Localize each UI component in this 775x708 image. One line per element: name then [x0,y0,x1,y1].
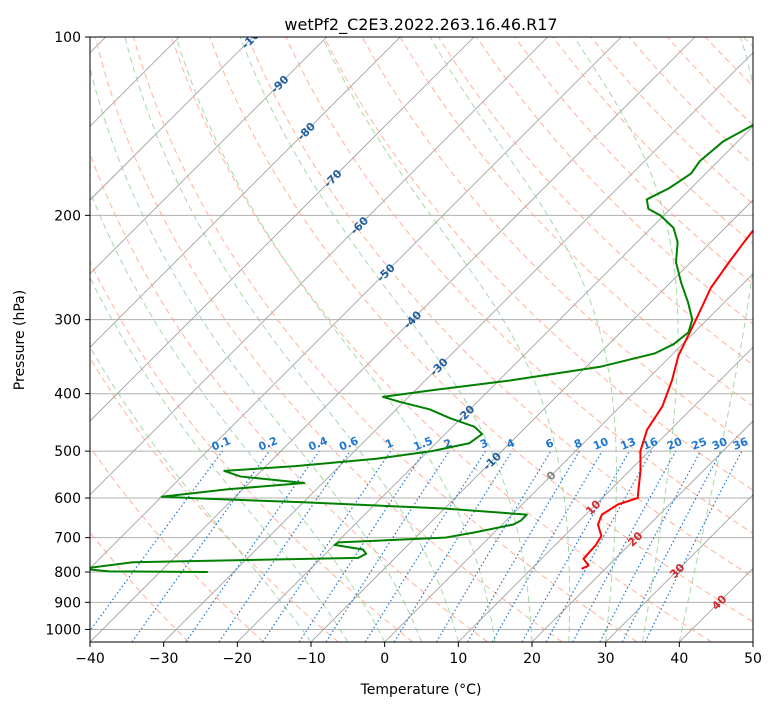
x-tick-label: 50 [744,651,762,667]
chart-title: wetPf2_C2E3.2022.263.16.46.R17 [284,15,557,35]
dry-adiabat-line [171,37,713,642]
mixing-ratio-label: 1 [383,436,395,451]
temperature-profile-line [581,228,753,570]
dry-adiabat-line [323,37,753,491]
x-tick-label: −20 [223,651,253,667]
plot-frame [89,36,754,643]
y-tick-label: 300 [54,313,81,329]
mixing-ratio-line [521,450,631,642]
dry-adiabat-line [90,260,414,642]
moist-adiabat-line [90,345,312,642]
dry-adiabat-line [90,446,264,642]
mixing-ratio-label: 8 [572,436,584,451]
dry-adiabat-line [247,37,753,578]
y-tick-label: 900 [54,595,81,611]
mixing-ratio-lines [90,450,743,642]
mixing-ratio-label: 3 [478,436,490,451]
y-tick-label: 500 [54,444,81,460]
x-tick-label: 30 [597,651,615,667]
moist-adiabat-line [678,37,753,642]
moist-adiabat-line [175,37,496,642]
y-tick-label: 100 [54,30,81,46]
mixing-ratio-line [325,450,450,642]
x-axis-label: Temperature (°C) [360,682,482,698]
moist-adiabat-line [90,276,349,642]
dry-adiabat-lines [90,37,753,642]
dry-adiabat-line [90,356,339,642]
y-tick-label: 1000 [45,622,81,638]
mixing-ratio-labels: 0.1 0.2 0.4 0.6 1 1.5 2 3 4 6 8 10 13 16 20 25 30 36 [210,434,751,453]
moist-adiabat-line [90,189,386,642]
y-tick-label: 400 [54,387,81,403]
mixing-ratio-line [644,450,743,642]
x-tick-label: −30 [149,651,179,667]
mixing-ratio-line [393,450,513,642]
mixing-ratio-label: 10 [591,435,610,453]
mixing-ratio-line [131,450,270,642]
isotherm-line [531,420,753,642]
moist-adiabat-line [321,37,571,642]
mixing-ratio-label: 13 [619,435,638,453]
dry-adiabat-line [209,37,753,623]
mixing-ratio-line [262,450,392,642]
moist-adiabat-lines [90,37,753,642]
isotherm-line [458,346,753,642]
mixing-ratio-label: 25 [690,435,709,453]
mixing-ratio-line [572,450,677,642]
sounding-profiles [90,123,753,574]
isotherm-line [605,494,753,642]
isotherm-line [90,37,548,496]
dry-adiabat-line [476,37,753,325]
isotherm-line [90,37,327,275]
dry-adiabat-line [132,37,638,642]
mixing-ratio-line [90,450,223,632]
isotherm-lines [90,37,753,642]
moist-adiabat-line [124,37,459,642]
isotherm-line [237,125,753,642]
isotherm-line [163,52,753,642]
mixing-ratio-label: 20 [665,435,684,453]
y-tick-label: 700 [54,531,81,547]
y-axis-label: Pressure (hPa) [12,290,28,390]
dewpoint-profile-line [90,123,753,574]
x-tick-label: 0 [380,651,389,667]
y-axis-ticks: 1000 900 800 700 600 500 400 300 200 100 [45,30,90,638]
mixing-ratio-label: 2 [442,436,454,451]
x-tick-label: 10 [449,651,467,667]
mixing-ratio-line [218,450,351,642]
moist-adiabat-line [239,37,533,642]
x-axis-ticks: −40 −30 −20 −10 0 10 20 30 40 50 [75,642,762,667]
plot-area: 0.1 0.2 0.4 0.6 1 1.5 2 3 4 6 8 10 13 16 20 25 30 36 -100… [90,37,753,642]
isotherm-line [90,37,622,569]
y-tick-label: 800 [54,565,81,581]
isotherm-line [90,37,401,348]
moist-adiabat-line [573,37,679,642]
y-tick-label: 200 [54,208,81,224]
isotherm-line [90,37,254,201]
mixing-ratio-line [298,450,425,642]
dry-adiabat-line [94,37,563,642]
mixing-ratio-label: 36 [731,435,750,453]
isotherm-line [90,37,696,642]
y-tick-label: 600 [54,491,81,507]
x-tick-label: −40 [75,651,105,667]
mixing-ratio-label: 16 [641,435,660,453]
moist-adiabat-line [429,37,617,642]
isotherm-line [90,37,475,422]
x-tick-label: 40 [670,651,688,667]
x-tick-label: 20 [523,651,541,667]
mixing-ratio-label: 30 [710,435,729,453]
dry-adiabat-line [285,37,753,535]
moist-adiabat-line [90,66,422,642]
x-tick-label: −10 [296,651,326,667]
dry-adiabat-line [514,37,753,285]
mixing-ratio-line [185,450,320,642]
